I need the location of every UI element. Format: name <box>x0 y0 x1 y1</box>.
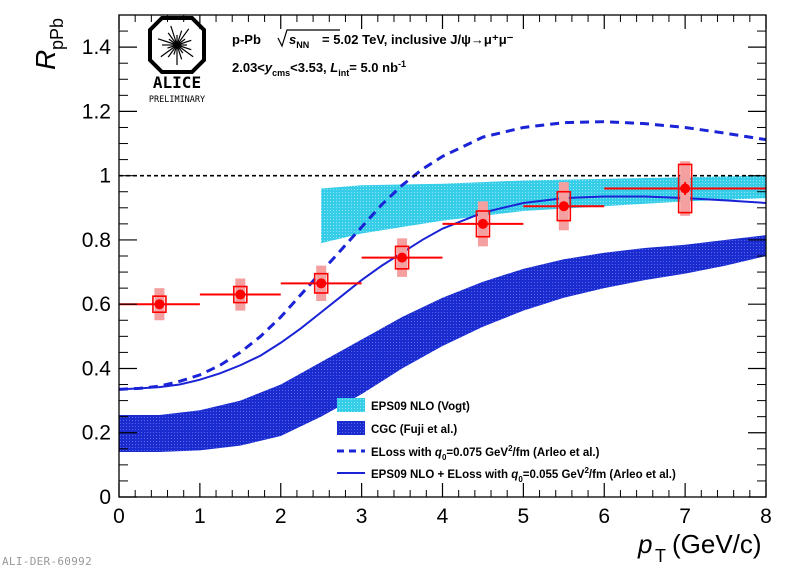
y-tick-label: 0.6 <box>82 293 111 316</box>
legend: EPS09 NLO (Vogt) CGC (Fuji et al.) ELoss… <box>337 398 676 484</box>
legend-label-cgc: CGC (Fuji et al.) <box>371 424 457 436</box>
logo-ray <box>176 44 192 51</box>
y-axis-title-sub: pPb <box>47 18 67 50</box>
x-tick-label: 2 <box>275 505 287 528</box>
x-axis: 0 1 2 3 4 5 6 7 8 <box>113 15 772 528</box>
data-marker <box>235 289 246 300</box>
x-tick-label: 1 <box>194 505 206 528</box>
curve-eps09-eloss <box>118 195 767 391</box>
curve-eloss <box>118 120 767 391</box>
x-axis-title: p T (GeV/c) <box>637 529 762 566</box>
y-tick-label: 0.2 <box>82 422 111 445</box>
header-sqrt-s: sNN <box>289 32 309 50</box>
header-energy: = 5.02 TeV, inclusive J/ψ→μ⁺μ⁻ <box>322 32 514 47</box>
logo-ray <box>176 39 192 46</box>
alice-logo: ALICE PRELIMINARY <box>148 16 206 105</box>
data-point <box>604 161 766 216</box>
theory-bands <box>119 175 766 453</box>
x-axis-title-sub: T <box>655 546 666 566</box>
data-marker <box>397 252 408 263</box>
logo-ray <box>170 25 178 46</box>
logo-subtitle: PRELIMINARY <box>149 95 205 105</box>
legend-swatch-eps09 <box>337 398 365 412</box>
logo-ray <box>167 44 178 58</box>
y-axis-title: R pPb <box>30 18 67 70</box>
x-tick-label: 0 <box>113 505 125 528</box>
logo-ray <box>176 30 183 46</box>
logo-ray <box>176 44 194 58</box>
header-info: p-Pb sNN = 5.02 TeV, inclusive J/ψ→μ⁺μ⁻ … <box>232 29 514 78</box>
logo-name: ALICE <box>153 73 201 92</box>
y-tick-label: 1 <box>99 165 111 188</box>
logo-ray <box>167 32 178 46</box>
x-tick-label: 5 <box>518 505 530 528</box>
y-tick-label: 0.4 <box>82 357 112 380</box>
header-system: p-Pb <box>232 32 261 47</box>
data-point <box>442 201 524 247</box>
y-axis-title-main: R <box>30 50 61 70</box>
legend-label-eps09: EPS09 NLO (Vogt) <box>371 401 470 413</box>
legend-label-eloss: ELoss with q0=0.075 GeV2/fm (Arleo et al… <box>371 444 600 462</box>
sqrt-symbol <box>277 29 340 48</box>
x-tick-label: 7 <box>679 505 691 528</box>
data-marker <box>477 218 488 229</box>
x-tick-label: 3 <box>356 505 368 528</box>
data-marker <box>316 278 327 289</box>
data-marker <box>680 183 691 194</box>
y-tick-label: 1.4 <box>82 36 112 59</box>
logo-rays <box>157 25 194 65</box>
header-kinematics: 2.03<ycms<3.53, Lint= 5.0 nb-1 <box>232 59 406 78</box>
x-tick-label: 8 <box>760 505 772 528</box>
y-axis: 0 0.2 0.4 0.6 0.8 1 1.2 1.4 <box>82 30 766 509</box>
logo-ray <box>176 44 183 60</box>
data-marker <box>558 201 569 212</box>
data-point <box>523 182 605 231</box>
logo-ray <box>176 28 190 46</box>
legend-swatch-cgc <box>337 421 365 435</box>
y-tick-label: 0.8 <box>82 229 111 252</box>
legend-label-eps09-eloss: EPS09 NLO + ELoss with q0=0.055 GeV2/fm … <box>371 466 676 484</box>
data-marker <box>154 299 165 310</box>
logo-ray <box>160 44 178 58</box>
y-tick-label: 0 <box>99 486 111 509</box>
data-point <box>280 265 362 301</box>
data-point <box>361 238 443 277</box>
figure-id: ALI-DER-60992 <box>2 555 92 568</box>
data-points <box>119 161 766 321</box>
logo-ray <box>157 38 178 46</box>
band-cgc <box>119 235 766 453</box>
x-tick-label: 6 <box>598 505 610 528</box>
x-axis-title-main: p <box>637 529 652 559</box>
x-axis-title-units: (GeV/c) <box>672 529 762 559</box>
x-tick-label: 4 <box>437 505 449 528</box>
data-point <box>199 278 281 311</box>
theory-curves <box>118 120 767 391</box>
band-eps09 <box>321 175 766 244</box>
logo-octagon <box>148 16 206 74</box>
y-tick-label: 1.2 <box>82 100 111 123</box>
